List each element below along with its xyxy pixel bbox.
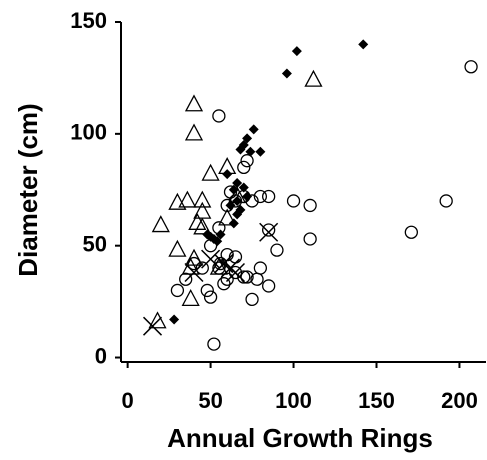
circle-point	[245, 194, 259, 208]
triangle-point	[193, 190, 212, 208]
circle-point	[217, 277, 231, 291]
diamond-point	[242, 191, 253, 202]
x-tick-label: 100	[275, 388, 312, 413]
triangle-point	[209, 257, 228, 275]
circle-point	[464, 60, 478, 74]
circle-point	[240, 270, 254, 284]
cross-point	[142, 316, 163, 336]
diamond-point	[238, 182, 249, 193]
cross-point	[184, 262, 204, 283]
circle-point	[303, 198, 317, 213]
triangle-point	[218, 157, 237, 175]
triangle-point	[193, 201, 212, 219]
circle-point	[203, 290, 218, 304]
cross-point	[220, 258, 241, 278]
x-tick-label: 200	[441, 388, 478, 413]
triangle-point	[193, 217, 212, 235]
triangle-point	[218, 208, 237, 226]
y-tick-label: 150	[70, 8, 107, 33]
circle-point	[240, 154, 254, 168]
diamond-point	[242, 133, 253, 144]
cross-point	[201, 249, 221, 269]
triangle-point	[184, 123, 204, 141]
circle-point	[195, 261, 209, 275]
circle-point	[262, 223, 276, 237]
circle-point	[207, 337, 221, 351]
diamond-point	[245, 146, 256, 157]
circle-point	[253, 261, 268, 275]
y-tick-label: 0	[95, 343, 107, 368]
circle-point	[303, 232, 317, 246]
triangle-point	[168, 239, 187, 257]
diamond-point	[232, 195, 243, 206]
triangle-point	[181, 257, 200, 275]
y-tick-label: 50	[83, 231, 107, 256]
circle-point	[237, 160, 251, 175]
circle-point	[200, 283, 214, 298]
triangle-point	[148, 311, 167, 329]
circle-point	[237, 270, 251, 284]
diamond-point	[255, 146, 266, 157]
x-tick-label: 0	[122, 388, 134, 413]
circle-point	[439, 194, 453, 208]
cross-point	[259, 222, 279, 242]
circle-point	[179, 272, 193, 286]
circle-point	[262, 279, 276, 293]
triangle-point	[168, 192, 187, 210]
diamond-point	[235, 144, 246, 155]
circle-point	[220, 247, 234, 262]
diamond-point	[248, 124, 259, 135]
triangle-point	[228, 186, 247, 204]
circle-point	[286, 194, 301, 208]
triangle-point	[201, 163, 220, 181]
circle-point	[270, 243, 284, 257]
x-tick-label: 50	[198, 388, 222, 413]
circle-point	[253, 189, 268, 204]
y-tick-label: 100	[70, 120, 107, 145]
circle-point	[245, 292, 259, 307]
diamond-point	[169, 314, 180, 325]
diamond-point	[222, 169, 233, 180]
diamond-point	[228, 184, 239, 195]
triangle-point	[151, 215, 170, 233]
diamond-point	[291, 46, 302, 57]
diamond-point	[281, 68, 292, 79]
diamond-point	[232, 209, 243, 220]
diamond-point	[232, 178, 243, 189]
cross-point	[214, 254, 234, 274]
triangle-point	[184, 94, 204, 112]
circle-point	[404, 225, 418, 239]
diamond-point	[215, 229, 226, 240]
triangle-point	[178, 190, 197, 208]
x-tick-label: 150	[358, 388, 395, 413]
circle-point	[262, 189, 276, 204]
x-axis-title: Annual Growth Rings	[167, 423, 433, 453]
diamond-point	[358, 39, 369, 50]
triangle-point	[304, 69, 323, 87]
circle-point	[212, 109, 226, 123]
circle-point	[228, 265, 243, 280]
circle-point	[250, 272, 264, 286]
y-axis-title: Diameter (cm)	[13, 103, 43, 276]
circle-point	[170, 283, 185, 298]
triangle-point	[181, 288, 200, 307]
diamond-point	[212, 236, 223, 247]
